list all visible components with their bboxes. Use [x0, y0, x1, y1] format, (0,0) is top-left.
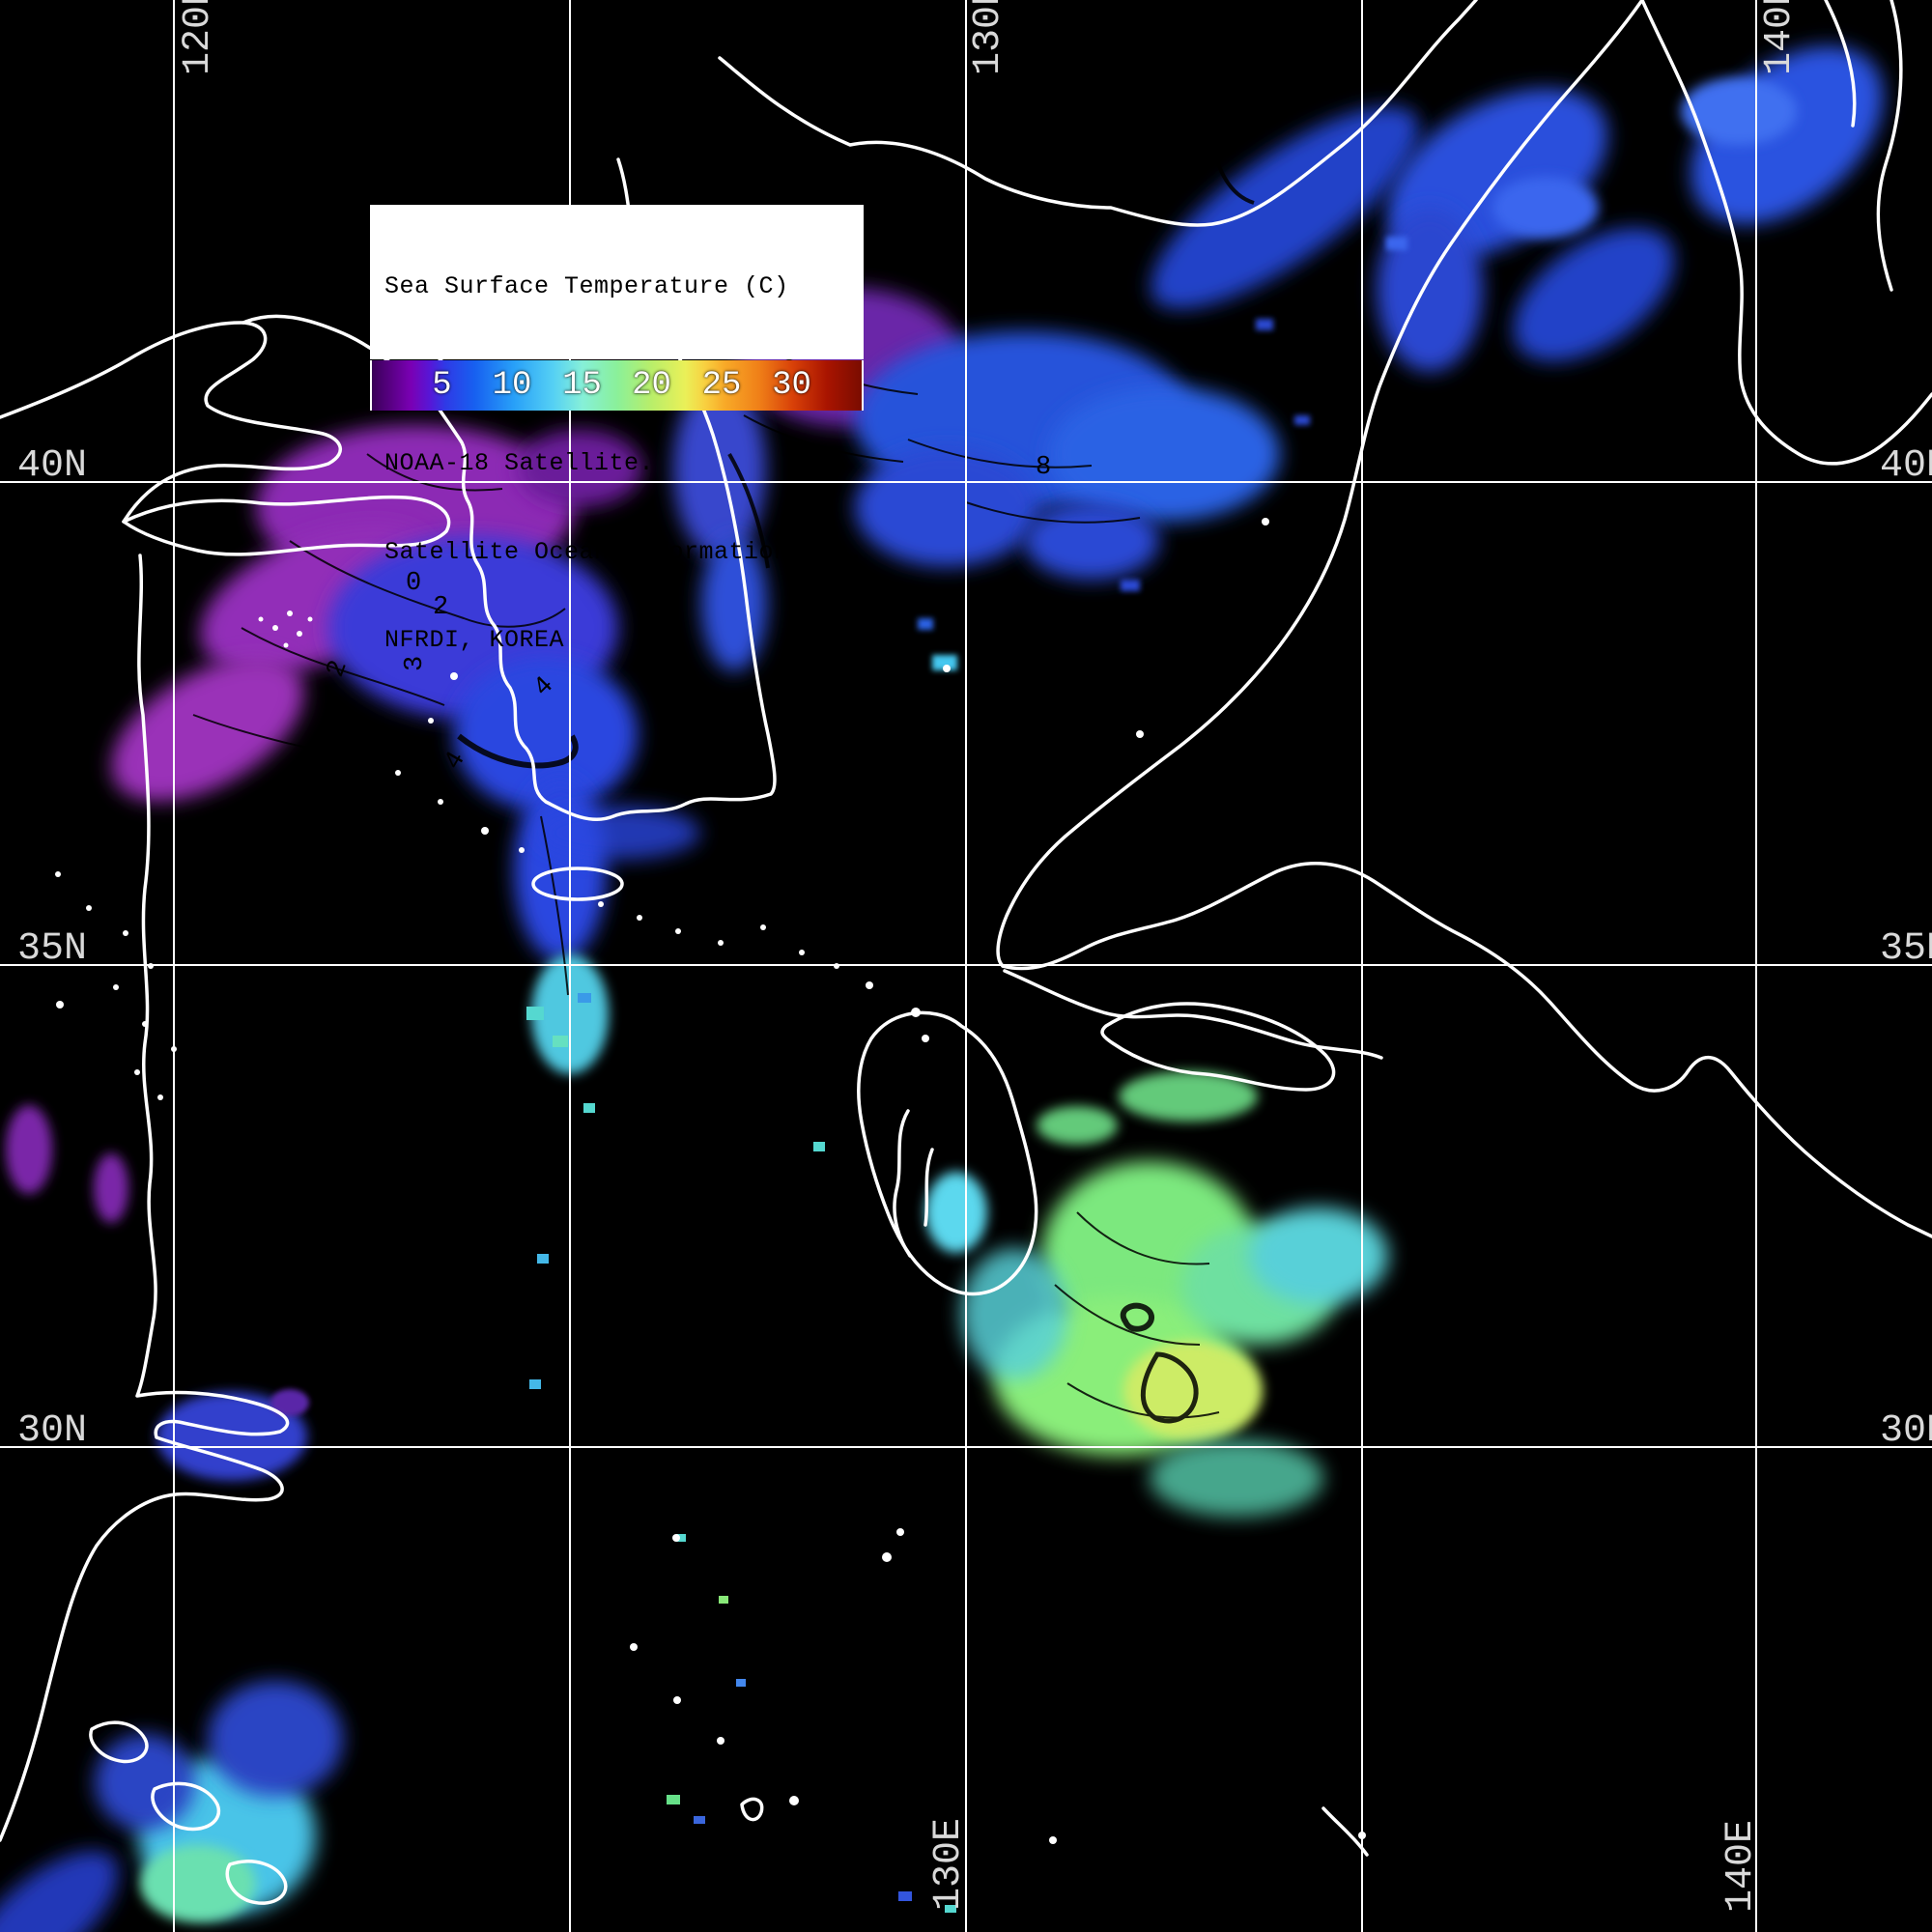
coastline-primorye: [718, 0, 1478, 227]
coastline-hokkaido: [1876, 0, 1903, 292]
colorbar-tick-30: 30: [772, 367, 811, 404]
label-30n-right: 30N: [1880, 1409, 1932, 1453]
contour-label: 3: [401, 656, 430, 671]
contour-label: 0: [406, 569, 421, 598]
coastline-shandong: [122, 495, 451, 556]
sst-patch-pacific-green: [925, 1071, 1388, 1517]
label-35n-right: 35N: [1880, 927, 1932, 971]
label-130e-bottom: 130E: [927, 1818, 971, 1911]
coastline-shikoku: [1100, 1002, 1336, 1092]
graticule-labels: 120E 130E 140E 130E 140E 40N 35N 30N 40N…: [17, 0, 1932, 1913]
coastline-honshu-south: [1001, 862, 1932, 1238]
coastline-zhoushan2: [151, 1781, 221, 1832]
label-35n-left: 35N: [17, 927, 87, 971]
sst-scattered-specks: [526, 993, 956, 1913]
coastline-seto: [1003, 969, 1383, 1060]
coastline-tohoku-pacific: [1640, 0, 1932, 466]
coastline-china-east: [0, 554, 290, 1842]
title-line-1: Sea Surface Temperature (C): [384, 272, 789, 300]
colorbar-tick-15: 15: [562, 367, 602, 404]
colorbar-tick-5: 5: [432, 367, 452, 404]
label-140e-top: 140E: [1758, 0, 1802, 75]
label-40n-right: 40N: [1880, 444, 1932, 488]
colorbar-tick-10: 10: [492, 367, 532, 404]
sst-patch-northeast-streak: [1151, 45, 1884, 425]
colorbar-tick-25: 25: [701, 367, 742, 404]
label-120e-top: 120E: [177, 0, 220, 75]
label-140e-bottom: 140E: [1719, 1820, 1763, 1913]
coastline-jeju: [531, 867, 624, 901]
coastline-kyushu-west-detail: [893, 1109, 912, 1258]
colorbar-gradient: [372, 360, 862, 411]
coastline-ryukyu-arc: [1321, 1806, 1369, 1857]
coastline-kyushu: [857, 1010, 1038, 1296]
contour-label: 5: [1186, 117, 1202, 146]
title-line-5: NFRDI, KOREA: [384, 626, 565, 654]
sst-patch-southwest: [0, 1681, 343, 1932]
contour-label: 8: [1036, 453, 1051, 482]
coastline-bohai: [0, 321, 342, 524]
coastline-hokkaido-tip: [1824, 0, 1857, 128]
sst-contours: [192, 57, 1255, 1424]
label-30n-left: 30N: [17, 1409, 87, 1453]
coastline-honshu-north: [996, 0, 1644, 968]
coastline-amami: [740, 1797, 764, 1822]
label-130e-top: 130E: [967, 0, 1010, 75]
sst-patch-china-coast: [6, 1105, 309, 1481]
coastline-zhoushan1: [89, 1720, 149, 1764]
label-40n-left: 40N: [17, 444, 87, 488]
coastline-zhoushan3: [225, 1860, 288, 1905]
title-box: Sea Surface Temperature (C) 03:30 Feb. 1…: [370, 205, 864, 654]
island-dots: [55, 518, 1366, 1844]
contour-label: 2: [433, 593, 448, 622]
coastline-kyushu-west-detail2: [923, 1148, 934, 1227]
colorbar-tick-20: 20: [632, 367, 671, 404]
title-line-3: NOAA-18 Satellite.: [384, 449, 655, 477]
colorbar: 5 10 15 20 25 30: [370, 360, 864, 411]
title-line-4: Satellite Ocean Information Lab.: [384, 537, 865, 566]
